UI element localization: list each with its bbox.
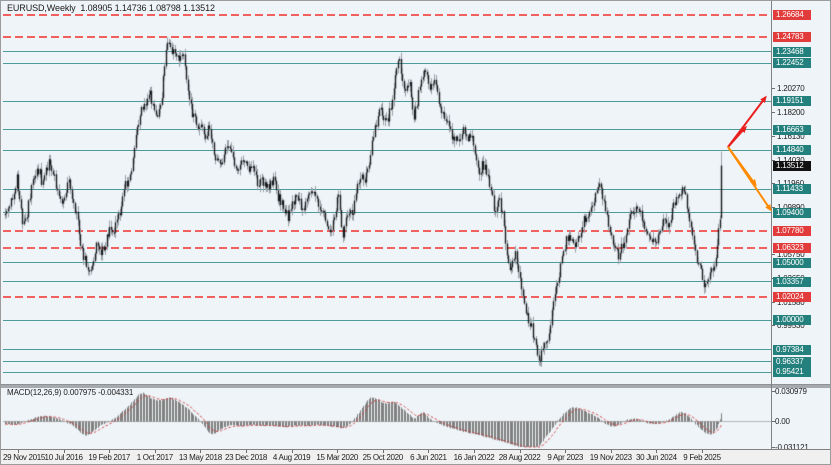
time-axis-label: 4 Aug 2019: [272, 453, 311, 462]
price-axis-line: [771, 1, 772, 450]
time-axis-label: 16 Jan 2022: [453, 453, 495, 462]
time-tick-mark: [154, 450, 156, 453]
time-tick-mark: [337, 450, 339, 453]
time-axis-label: 19 Nov 2023: [589, 453, 632, 462]
support-price-badge: 1.19151: [773, 96, 811, 107]
time-axis-label: 29 Nov 2015: [3, 453, 46, 462]
support-price-badge: 1.05000: [773, 257, 811, 268]
chart-title: EURUSD,Weekly 1.08905 1.14736 1.08798 1.…: [7, 3, 215, 13]
support-price-badge: 1.16663: [773, 124, 811, 135]
time-axis-label: 28 Aug 2022: [498, 453, 541, 462]
time-axis-label: 9 Apr 2023: [547, 453, 584, 462]
time-axis-line: [1, 449, 830, 450]
support-price-badge: 1.09400: [773, 207, 811, 218]
resistance-price-badge: 1.07780: [773, 226, 811, 237]
time-axis-label: 23 Dec 2018: [224, 453, 268, 462]
time-tick-mark: [246, 450, 247, 453]
support-price-badge: 1.22452: [773, 58, 811, 69]
time-tick-mark: [610, 450, 612, 453]
trend-arrow-up-icon[interactable]: [727, 95, 767, 148]
time-tick-mark: [565, 450, 567, 453]
time-tick-mark: [656, 450, 658, 453]
support-price-badge: 1.00000: [773, 315, 811, 325]
current-price-badge: 1.13512: [773, 160, 811, 171]
support-price-badge: 0.97384: [773, 344, 811, 355]
support-price-badge: 1.14840: [773, 145, 811, 156]
time-tick-mark: [519, 450, 521, 453]
time-tick-mark: [428, 450, 430, 453]
macd-indicator-label: MACD(12,26,9) 0.007975 -0.004331: [7, 388, 134, 397]
time-tick-mark: [382, 450, 384, 453]
time-axis-label: 19 Feb 2017: [88, 453, 131, 462]
resistance-price-badge: 1.02024: [773, 291, 811, 302]
resistance-price-badge: 1.24783: [773, 31, 811, 42]
support-price-badge: 1.11433: [773, 184, 811, 195]
time-tick-mark: [18, 450, 19, 453]
time-tick-mark: [474, 450, 475, 453]
support-price-badge: 0.96337: [773, 356, 811, 367]
time-axis-label: 25 Oct 2020: [362, 453, 404, 462]
time-axis-label: 1 Oct 2017: [136, 453, 173, 462]
panel-separator[interactable]: [1, 384, 830, 388]
time-tick-mark: [702, 450, 703, 453]
time-axis-label: 30 Jun 2024: [636, 453, 677, 462]
support-price-badge: 1.23468: [773, 46, 811, 57]
time-tick-mark: [109, 450, 111, 453]
time-axis-label: 6 Jun 2021: [410, 453, 447, 462]
time-tick-mark: [63, 450, 65, 453]
time-axis-label: 15 Mar 2020: [316, 453, 358, 462]
time-axis[interactable]: 29 Nov 2015 10 Jul 2016 19 Feb 2017 1 Oct 2…: [1, 450, 830, 464]
resistance-price-badge: 1.26684: [773, 10, 811, 20]
time-axis-label: 9 Feb 2025: [683, 453, 721, 462]
trend-arrow-down-icon[interactable]: [727, 146, 772, 212]
support-price-badge: 0.95421: [773, 367, 811, 378]
support-price-badge: 1.03357: [773, 276, 811, 287]
time-axis-label: 13 May 2018: [178, 453, 222, 462]
time-tick-mark: [291, 450, 293, 453]
time-tick-mark: [200, 450, 202, 453]
time-axis-label: 10 Jul 2016: [44, 453, 83, 462]
resistance-price-badge: 1.06323: [773, 242, 811, 253]
